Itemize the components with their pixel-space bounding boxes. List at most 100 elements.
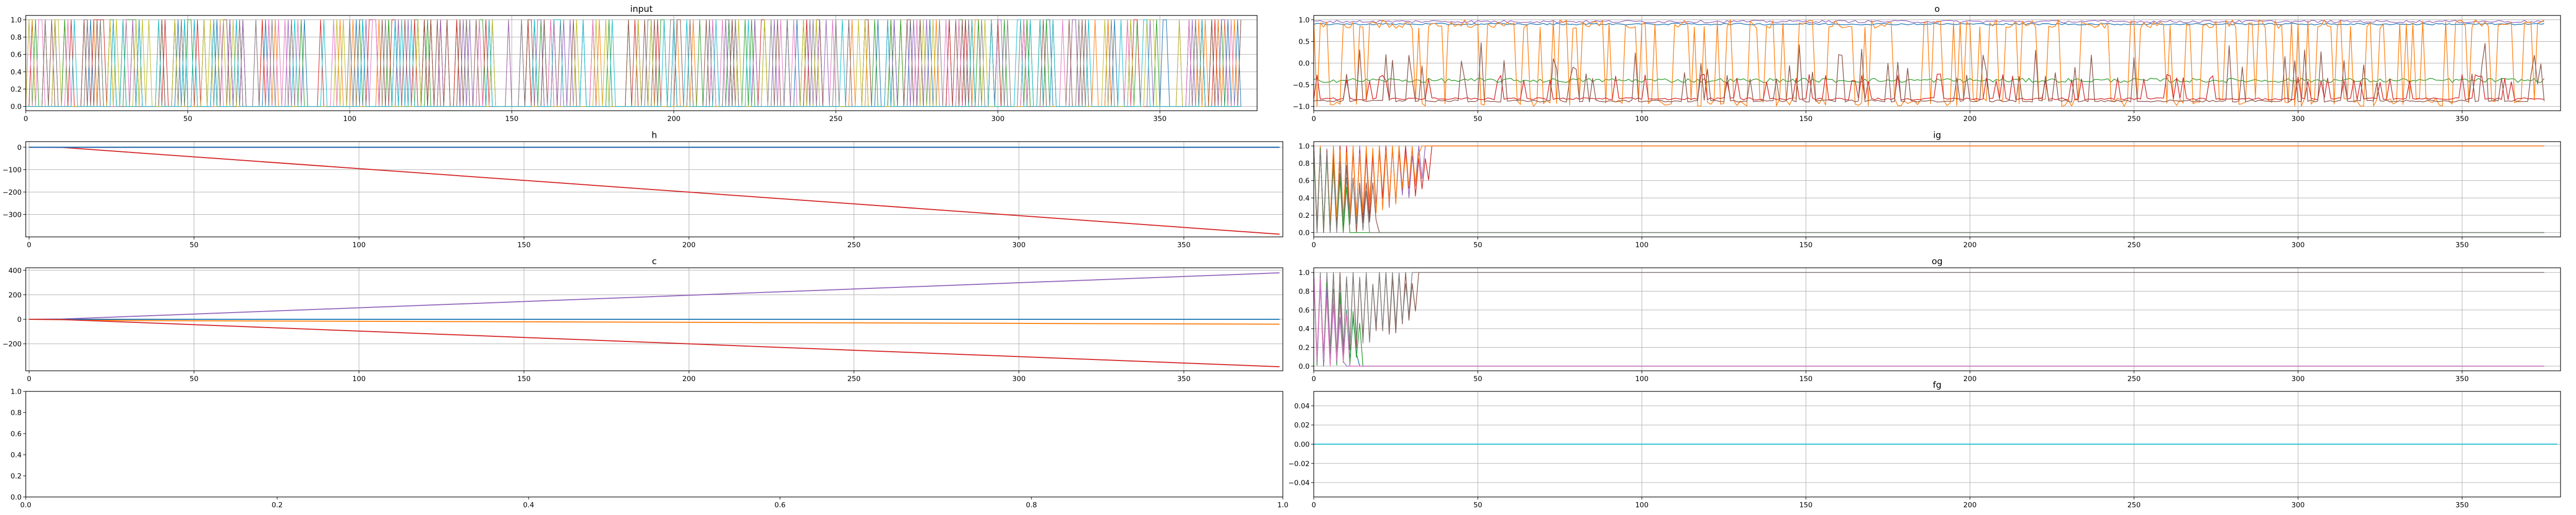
x-tick-label: 200 (1963, 241, 1977, 249)
x-tick-label: 100 (1635, 375, 1649, 383)
series-line-o-0 (1314, 20, 2545, 23)
series-line-c-4 (29, 319, 1280, 368)
plot-area-ig (1314, 145, 2545, 233)
y-tick-label: 0.6 (1299, 177, 1310, 185)
y-tick-label: 0.5 (1299, 38, 1310, 46)
x-tick-label: 250 (848, 375, 861, 383)
x-tick-label: 0 (24, 115, 28, 123)
x-tick-label: 100 (352, 241, 366, 249)
series-line-ig-5 (1314, 146, 2545, 233)
series-line-o-1 (1314, 23, 2545, 26)
y-tick-label: 0.8 (1299, 160, 1310, 168)
x-tick-label: 300 (991, 115, 1005, 123)
y-tick-label: 200 (8, 291, 22, 299)
axes-frame-input (25, 15, 1258, 111)
subplot-ig: 0 50 100 150 200 250 300 350 0.0 0.2 0.4 0.6 0.8 1.0 i… (1299, 130, 2561, 249)
x-tick-label: 0 (1312, 241, 1316, 249)
y-tick-label: 0.2 (1299, 212, 1310, 220)
subplot-empty: 0.0 0.2 0.4 0.6 0.8 1.0 0.0 0.2 0.4 0.6 0.8 1.0 (11, 388, 1289, 509)
y-tick-label: 1.0 (1299, 269, 1310, 277)
x-tick-label: 50 (1473, 241, 1482, 249)
x-tick-label: 200 (1963, 501, 1977, 509)
x-tick-label: 200 (1963, 375, 1977, 383)
y-tick-label: 0.0 (11, 103, 22, 111)
series-line-og-0 (1314, 272, 2545, 357)
subplot-title-c: c (652, 256, 656, 267)
y-tick-label: −1.0 (1293, 103, 1310, 111)
x-tick-label: 250 (2127, 375, 2141, 383)
y-tick-label: 0.0 (1299, 229, 1310, 237)
y-tick-label: 0.2 (1299, 344, 1310, 352)
x-tick-label: 150 (1799, 115, 1812, 123)
y-tick-label: 1.0 (1299, 142, 1310, 150)
x-tick-label: 250 (2127, 115, 2141, 123)
x-tick-label: 100 (343, 115, 357, 123)
y-tick-label: 400 (8, 267, 22, 275)
x-tick-label: 0 (1312, 375, 1316, 383)
x-tick-label: 350 (2455, 115, 2469, 123)
x-tick-label: 0.4 (523, 501, 534, 509)
x-tick-label: 300 (1012, 241, 1026, 249)
x-tick-label: 300 (1012, 375, 1026, 383)
x-tick-label: 250 (2127, 241, 2141, 249)
series-line-ig-4 (1314, 148, 2545, 233)
y-tick-label: −200 (3, 188, 22, 197)
y-tick-label: 0.02 (1294, 421, 1310, 430)
series-line-og-2 (1314, 279, 2545, 367)
x-tick-label: 50 (190, 375, 198, 383)
x-tick-label: 50 (1473, 115, 1482, 123)
y-tick-label: 0.4 (1299, 325, 1310, 333)
y-tick-label: −0.02 (1289, 460, 1310, 468)
x-tick-label: 150 (1799, 375, 1812, 383)
x-tick-label: 350 (1177, 375, 1191, 383)
x-tick-label: 50 (1473, 501, 1482, 509)
y-tick-label: 0.4 (11, 68, 22, 76)
y-tick-label: 0.00 (1294, 441, 1310, 449)
subplot-og: 0 50 100 150 200 250 300 350 0.0 0.2 0.4 0.6 0.8 1.0 o… (1299, 256, 2561, 383)
x-tick-label: 200 (667, 115, 681, 123)
x-tick-label: 0 (1312, 501, 1316, 509)
y-tick-label: −300 (3, 211, 22, 219)
x-tick-label: 350 (2455, 241, 2469, 249)
y-tick-label: 1.0 (11, 388, 22, 396)
series-line-og-4 (1314, 272, 2545, 367)
y-tick-label: 0.4 (11, 451, 22, 459)
series-line-c-0 (29, 272, 1280, 320)
x-tick-label: 250 (848, 241, 861, 249)
y-tick-label: 0.8 (1299, 287, 1310, 296)
subplot-title-h: h (652, 130, 657, 141)
y-tick-label: 0.0 (1299, 60, 1310, 68)
plot-area-og (1314, 272, 2545, 367)
y-tick-label: 0.6 (1299, 306, 1310, 315)
y-tick-label: −100 (3, 166, 22, 174)
y-tick-label: 0.8 (11, 33, 22, 42)
series-line-ig-1 (1314, 145, 2545, 233)
x-tick-label: 100 (1635, 501, 1649, 509)
plot-area-input (26, 19, 1242, 107)
series-line-ig-3 (1314, 146, 2545, 233)
x-tick-label: 350 (2455, 375, 2469, 383)
y-tick-label: 0.6 (11, 430, 22, 438)
x-tick-label: 150 (517, 375, 531, 383)
plot-area-o (1314, 19, 2545, 107)
x-tick-label: 350 (1153, 115, 1166, 123)
y-tick-label: 0.6 (11, 51, 22, 59)
axes-frame-ig (1313, 141, 2561, 237)
x-tick-label: 100 (1635, 241, 1649, 249)
series-line-o-3 (1314, 19, 2545, 107)
axes-frame-empty (25, 391, 1283, 497)
x-tick-label: 300 (2292, 241, 2305, 249)
subplot-title-input: input (630, 4, 653, 14)
x-tick-label: 1.0 (1277, 501, 1288, 509)
x-tick-label: 150 (1799, 241, 1812, 249)
y-tick-label: 0.04 (1294, 402, 1310, 410)
x-tick-label: 100 (352, 375, 366, 383)
axes-frame-h (25, 141, 1283, 237)
subplot-h: 0 50 100 150 200 250 300 350 0 −100 −200 −300 h (3, 130, 1283, 249)
y-tick-label: 1.0 (1299, 16, 1310, 24)
subplot-title-ig: ig (1933, 130, 1941, 141)
x-tick-label: 200 (1963, 115, 1977, 123)
x-tick-label: 0.8 (1026, 501, 1037, 509)
x-tick-label: 0.6 (774, 501, 785, 509)
y-tick-label: 0 (17, 144, 22, 152)
